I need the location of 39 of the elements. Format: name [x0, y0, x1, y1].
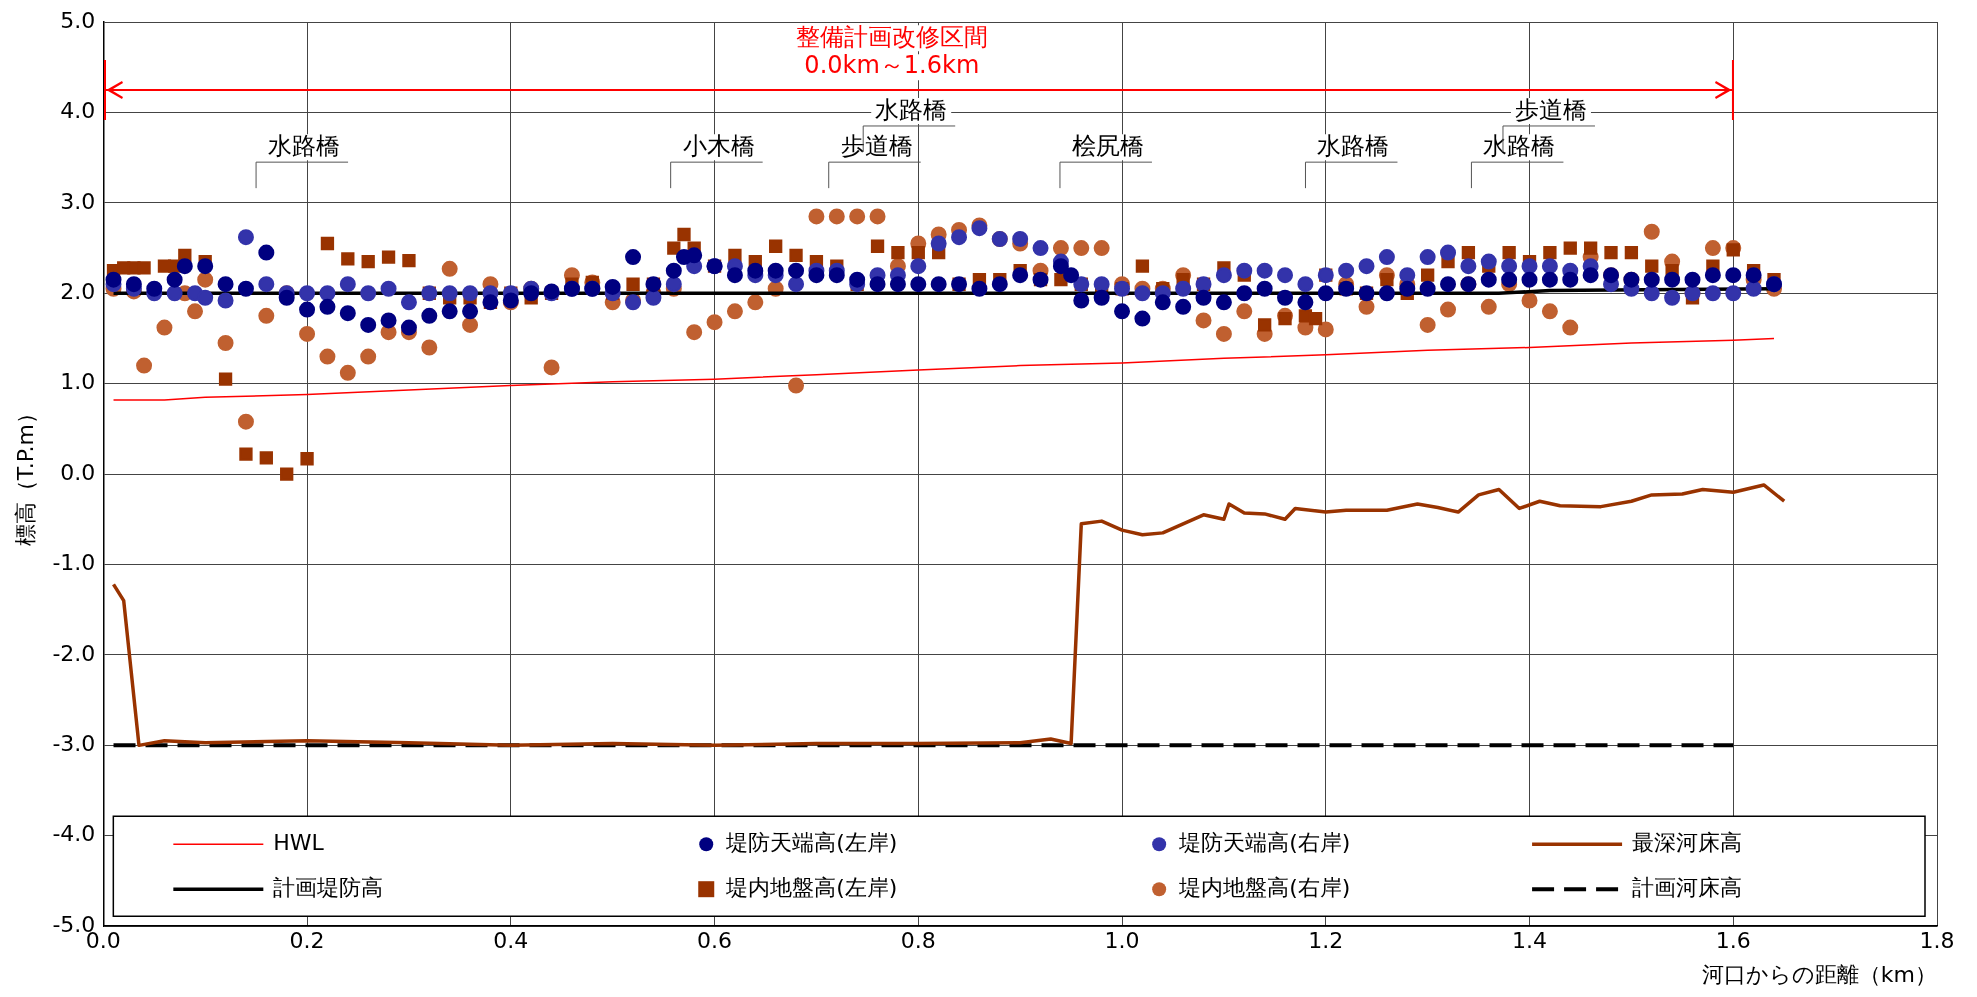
annotation: 水路橋: [1483, 132, 1556, 161]
x-tick-label: 0.2: [289, 928, 325, 954]
x-tick-label: 1.0: [1104, 928, 1140, 954]
y-tick-label: 0.0: [60, 459, 96, 485]
x-tick-label: 1.8: [1919, 928, 1955, 954]
annotation: 水路橋: [875, 96, 948, 125]
y-tick-label: 1.0: [60, 369, 96, 395]
x-tick-label: 0.8: [900, 928, 936, 954]
y-tick-label: -3.0: [52, 731, 96, 757]
legend-label: 堤内地盤高(左岸): [725, 874, 898, 900]
y-tick-label: 2.0: [60, 278, 96, 304]
legend-label: 堤防天端高(左岸): [725, 829, 898, 855]
legend-label: 最深河床高: [1632, 829, 1743, 855]
annotation: 0.0km～1.6km: [804, 51, 980, 80]
annotation: 水路橋: [1317, 132, 1390, 161]
legend-label: 計画堤防高: [273, 874, 384, 900]
x-tick-label: 0.6: [697, 928, 733, 954]
legend-label: HWL: [273, 829, 325, 855]
y-axis-title: 標高（T.P.m）: [12, 402, 38, 547]
y-tick-label: -2.0: [52, 640, 96, 666]
x-tick-label: 1.4: [1512, 928, 1548, 954]
annotation: 整備計画改修区間: [795, 22, 988, 51]
annotation: 桧尻橋: [1071, 132, 1144, 161]
y-tick-label: 5.0: [60, 7, 96, 33]
y-tick-label: -1.0: [52, 550, 96, 576]
annotation: 歩道橋: [840, 132, 913, 161]
annotation: 水路橋: [268, 132, 341, 161]
annotation: 歩道橋: [1514, 96, 1587, 125]
y-tick-label: 3.0: [60, 188, 96, 214]
x-tick-label: 1.6: [1715, 928, 1751, 954]
legend-label: 堤防天端高(右岸): [1178, 829, 1351, 855]
x-axis-title: 河口からの距離（km）: [1701, 961, 1937, 987]
legend-label: 計画河床高: [1632, 874, 1743, 900]
x-tick-label: 1.2: [1308, 928, 1344, 954]
x-tick-label: 0.4: [493, 928, 529, 954]
y-tick-label: -4.0: [52, 821, 96, 847]
annotation: 小木橋: [682, 132, 755, 161]
legend-label: 堤内地盤高(右岸): [1178, 874, 1351, 900]
y-tick-label: 4.0: [60, 98, 96, 124]
